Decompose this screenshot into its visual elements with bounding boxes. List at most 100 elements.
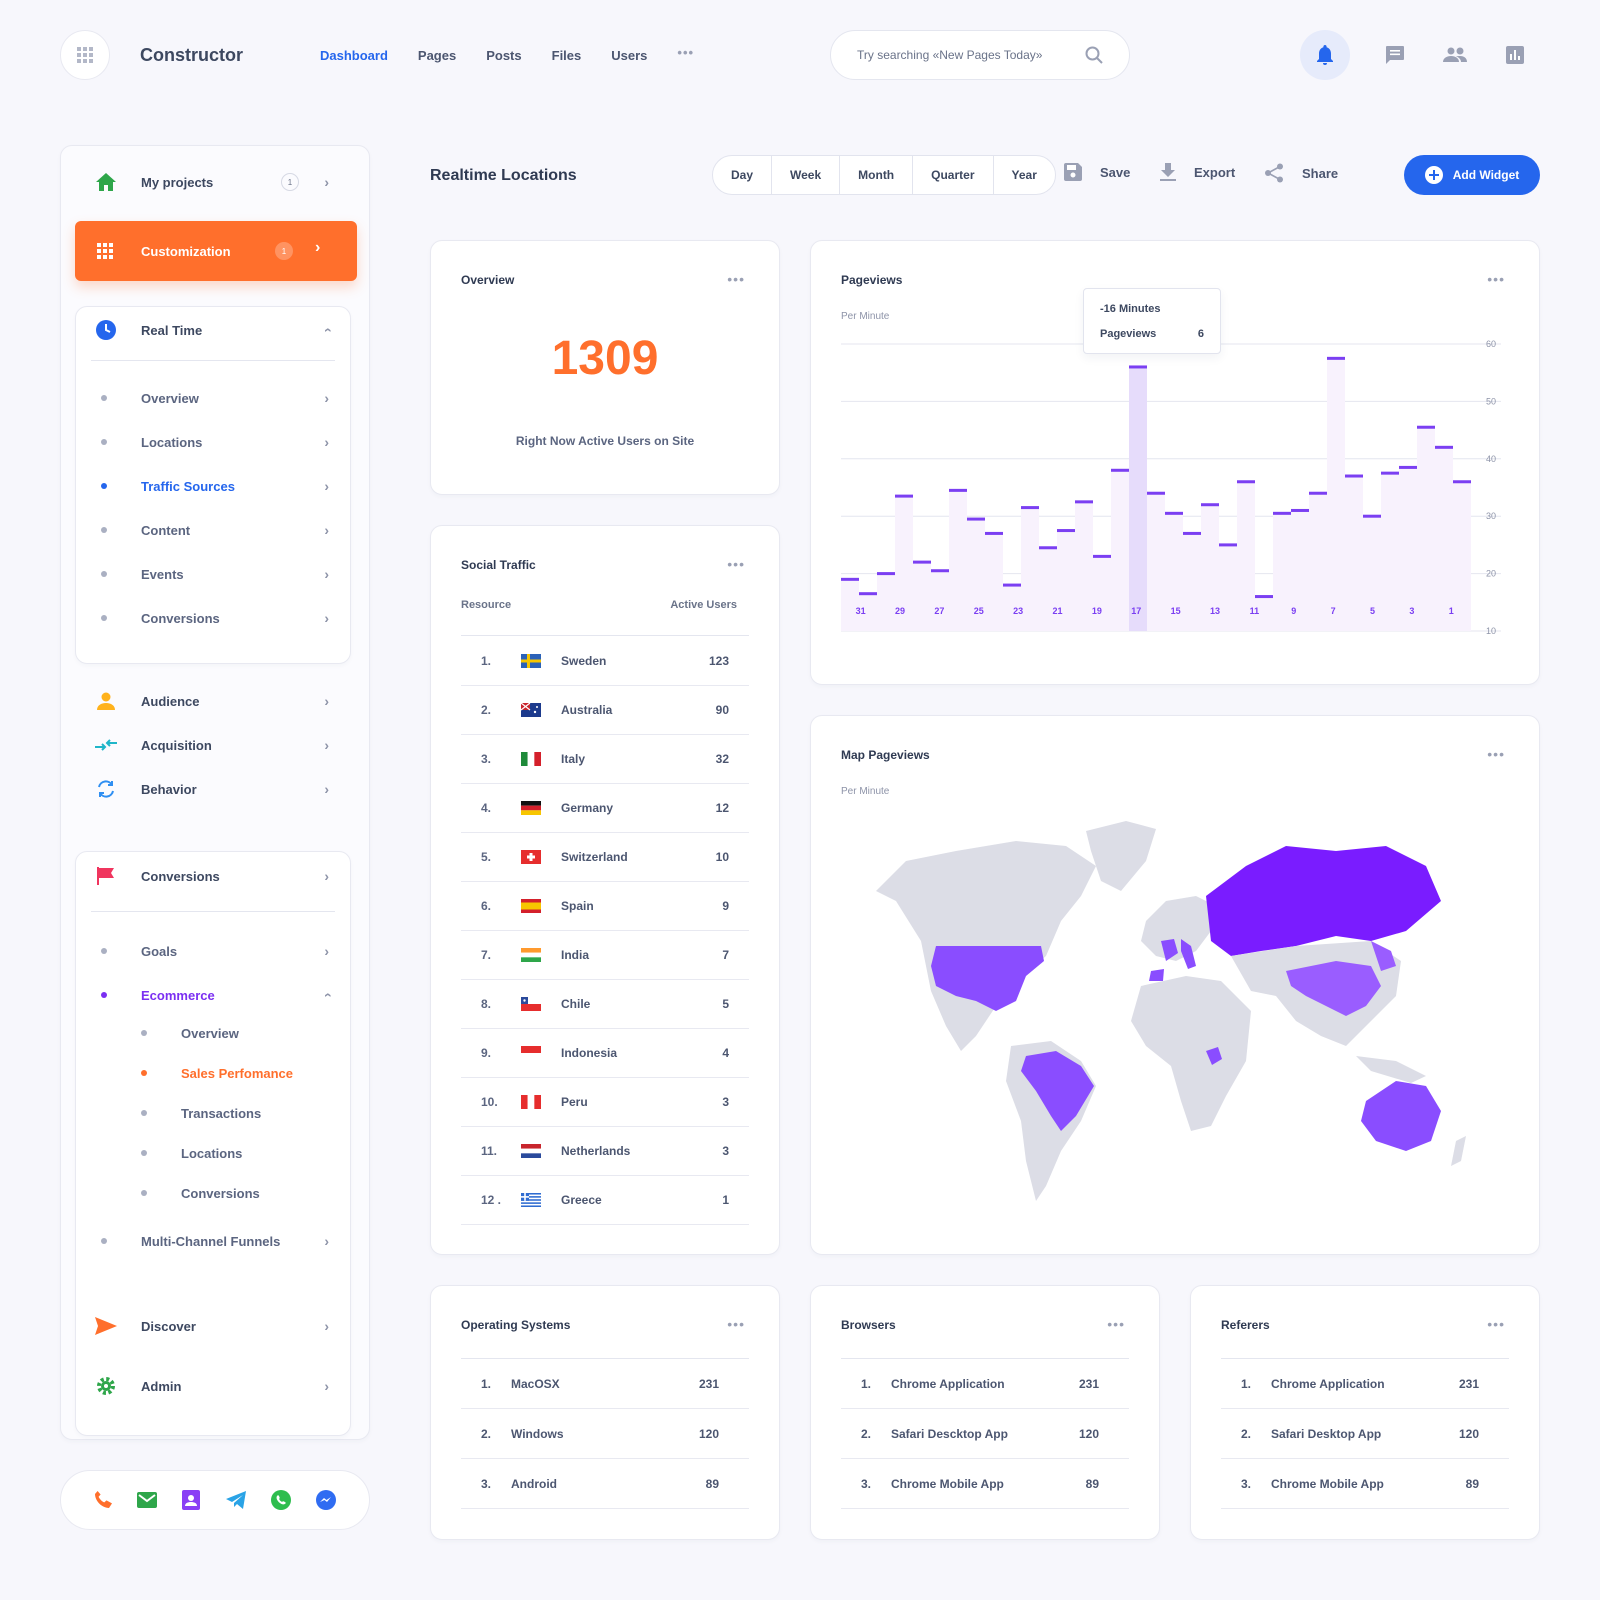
whatsapp-icon[interactable]	[270, 1490, 291, 1510]
flag-icon	[521, 653, 541, 668]
table-row[interactable]: 3. Android 89	[461, 1459, 749, 1509]
period-month[interactable]: Month	[840, 156, 914, 194]
table-row[interactable]: 6. Spain 9	[461, 881, 749, 931]
more-options-button[interactable]: •••	[1107, 1316, 1125, 1332]
chevron-right-icon: ›	[324, 1318, 329, 1334]
table-row[interactable]: 1. Chrome Application 231	[1221, 1359, 1509, 1409]
sidebar-subitem-multi-channel-funnels[interactable]: Multi-Channel Funnels ›	[61, 1219, 369, 1263]
apps-grid-button[interactable]	[60, 30, 110, 80]
table-row[interactable]: 2. Safari Desktop App 120	[1221, 1409, 1509, 1459]
sidebar-subitem-overview[interactable]: Overview ›	[61, 376, 369, 420]
table-row[interactable]: 2. Safari Descktop App 120	[841, 1409, 1129, 1459]
table-row[interactable]: 3. Italy 32	[461, 734, 749, 784]
save-button[interactable]: Save	[1064, 163, 1130, 181]
more-options-button[interactable]: •••	[1487, 271, 1505, 287]
map-brazil[interactable]	[1021, 1051, 1094, 1131]
search-input[interactable]: Try searching «New Pages Today»	[830, 30, 1130, 80]
sidebar-subitem-traffic-sources[interactable]: Traffic Sources ›	[61, 464, 369, 508]
messenger-icon[interactable]	[316, 1490, 337, 1510]
table-row[interactable]: 2. Australia 90	[461, 685, 749, 735]
map-africa-highlight[interactable]	[1206, 1047, 1222, 1065]
map-australia[interactable]	[1361, 1081, 1441, 1151]
more-options-button[interactable]: •••	[727, 271, 745, 287]
nav-posts[interactable]: Posts	[486, 48, 522, 63]
export-button[interactable]: Export	[1160, 163, 1235, 181]
map-europe[interactable]	[1141, 896, 1216, 961]
period-quarter[interactable]: Quarter	[913, 156, 994, 194]
mail-icon[interactable]	[136, 1492, 157, 1508]
sidebar-subitem-content[interactable]: Content ›	[61, 508, 369, 552]
table-row[interactable]: 1. MacOSX 231	[461, 1359, 749, 1409]
table-row[interactable]: 12 . Greece 1	[461, 1175, 749, 1225]
notifications-button[interactable]	[1300, 30, 1350, 80]
period-day[interactable]: Day	[713, 156, 773, 194]
add-widget-button[interactable]: Add Widget	[1404, 155, 1540, 195]
sidebar-item-label: Discover	[141, 1318, 196, 1334]
table-row[interactable]: 10. Peru 3	[461, 1077, 749, 1127]
tooltip-label: Pageviews	[1100, 328, 1157, 340]
table-row[interactable]: 8. Chile 5	[461, 979, 749, 1029]
nav-pages[interactable]: Pages	[417, 48, 457, 63]
table-row[interactable]: 3. Chrome Mobile App 89	[1221, 1459, 1509, 1509]
sidebar-ecommerce-overview[interactable]: Overview	[61, 1013, 369, 1053]
table-row[interactable]: 2. Windows 120	[461, 1409, 749, 1459]
users-button[interactable]	[1430, 30, 1480, 80]
table-row[interactable]: 9. Indonesia 4	[461, 1028, 749, 1078]
nav-more-button[interactable]: •••	[677, 45, 695, 60]
sidebar-ecommerce-conversions[interactable]: Conversions	[61, 1173, 369, 1213]
telegram-icon[interactable]	[225, 1491, 246, 1509]
share-button[interactable]: Share	[1264, 163, 1338, 183]
more-options-button[interactable]: •••	[1487, 746, 1505, 762]
table-row[interactable]: 11. Netherlands 3	[461, 1126, 749, 1176]
x-tick-label: 25	[974, 606, 984, 616]
sidebar-ecommerce-transactions[interactable]: Transactions	[61, 1093, 369, 1133]
sidebar-ecommerce-locations[interactable]: Locations	[61, 1133, 369, 1173]
nav-files[interactable]: Files	[551, 48, 582, 63]
map-usa[interactable]	[931, 946, 1044, 1011]
sidebar-item-acquisition[interactable]: Acquisition ›	[61, 723, 369, 767]
search-icon[interactable]	[1085, 46, 1103, 64]
flag-icon	[521, 800, 541, 815]
table-row[interactable]: 1. Chrome Application 231	[841, 1359, 1129, 1409]
sidebar-item-behavior[interactable]: Behavior ›	[61, 767, 369, 811]
sidebar-item-discover[interactable]: Discover ›	[61, 1304, 369, 1348]
nav-dashboard[interactable]: Dashboard	[320, 48, 388, 63]
map-europe-highlights[interactable]	[1149, 939, 1196, 981]
sidebar-item-customization[interactable]: Customization 1 ›	[75, 221, 357, 281]
sidebar-ecommerce-sales-performance[interactable]: Sales Perfomance	[61, 1053, 369, 1093]
sidebar-subitem-conversions[interactable]: Conversions ›	[61, 596, 369, 640]
table-row[interactable]: 1. Sweden 123	[461, 636, 749, 686]
map-russia[interactable]	[1206, 846, 1441, 956]
more-options-button[interactable]: •••	[727, 1316, 745, 1332]
sidebar-item-real-time[interactable]: Real Time ›	[61, 308, 369, 352]
map-new-zealand[interactable]	[1451, 1136, 1466, 1166]
sidebar-subitem-goals[interactable]: Goals ›	[61, 929, 369, 973]
map-indonesia[interactable]	[1356, 1056, 1426, 1083]
sidebar-subitem-events[interactable]: Events ›	[61, 552, 369, 596]
period-week[interactable]: Week	[772, 156, 841, 194]
sidebar-item-admin[interactable]: Admin ›	[61, 1364, 369, 1408]
sidebar-subitem-ecommerce[interactable]: Ecommerce ›	[61, 973, 369, 1017]
nav-users[interactable]: Users	[611, 48, 648, 63]
table-row[interactable]: 4. Germany 12	[461, 783, 749, 833]
browsers-card: Browsers ••• 1. Chrome Application 231 2. S…	[810, 1285, 1160, 1540]
sidebar-item-audience[interactable]: Audience ›	[61, 679, 369, 723]
contacts-icon[interactable]	[182, 1490, 201, 1510]
chart-bar-cap	[1399, 465, 1417, 469]
sidebar-subitem-locations[interactable]: Locations ›	[61, 420, 369, 464]
table-row[interactable]: 7. India 7	[461, 930, 749, 980]
map-greenland[interactable]	[1086, 821, 1156, 891]
table-row[interactable]: 5. Switzerland 10	[461, 832, 749, 882]
sidebar-item-my-projects[interactable]: My projects 1 ›	[61, 160, 369, 204]
map-africa[interactable]	[1131, 976, 1251, 1131]
phone-icon[interactable]	[94, 1491, 112, 1509]
chevron-right-icon: ›	[324, 737, 329, 753]
table-row[interactable]: 3. Chrome Mobile App 89	[841, 1459, 1129, 1509]
more-options-button[interactable]: •••	[727, 556, 745, 572]
messages-button[interactable]	[1370, 30, 1420, 80]
sidebar-item-conversions[interactable]: Conversions ›	[61, 854, 369, 898]
more-options-button[interactable]: •••	[1487, 1316, 1505, 1332]
period-year[interactable]: Year	[1011, 168, 1037, 182]
map-china-india[interactable]	[1286, 941, 1396, 1016]
reports-button[interactable]	[1490, 30, 1540, 80]
